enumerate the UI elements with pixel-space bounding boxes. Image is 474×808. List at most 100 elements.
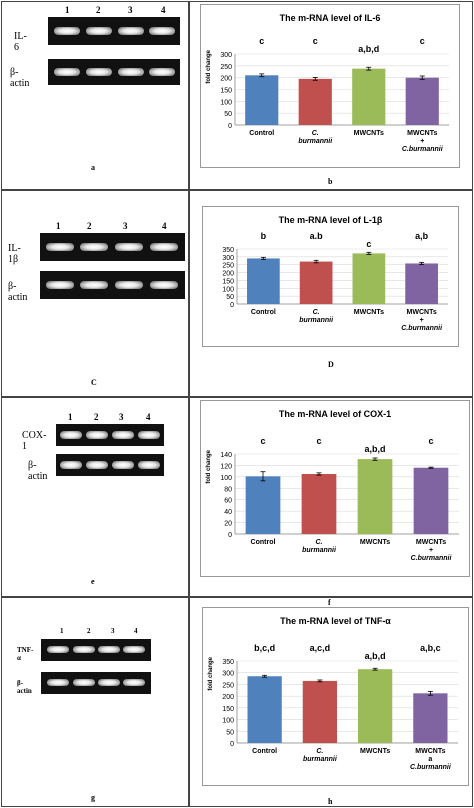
x-tick-label: + <box>420 317 424 324</box>
gel-band <box>60 431 82 439</box>
gel-band <box>123 679 145 686</box>
bar <box>245 476 281 534</box>
bar <box>352 253 386 304</box>
x-tick-label: burmannii <box>299 317 334 324</box>
significance-label: b <box>261 231 267 241</box>
chart-title: The m-RNA level of L-1β <box>279 215 383 225</box>
x-tick-label: MWCNTs <box>354 130 384 137</box>
y-tick-label: 100 <box>222 286 234 293</box>
x-tick-label: C.burmannii <box>411 555 453 562</box>
significance-label: b,c,d <box>254 643 275 653</box>
y-axis-label: fold change <box>208 656 214 690</box>
lane-number: 4 <box>162 221 167 231</box>
x-tick-label: Control <box>251 309 276 316</box>
gel-band <box>123 646 145 653</box>
bar <box>405 263 438 304</box>
significance-label: c <box>428 436 433 446</box>
gel-band <box>98 679 120 686</box>
gel-band <box>112 461 134 469</box>
y-tick-label: 200 <box>220 76 232 83</box>
y-tick-label: 0 <box>230 741 234 748</box>
bar <box>413 693 448 743</box>
y-tick-label: 350 <box>222 659 234 666</box>
lane-number: 3 <box>111 627 115 635</box>
significance-label: a,b,d <box>364 444 385 454</box>
gene-label: TNF-α <box>17 646 34 662</box>
significance-label: a,c,d <box>310 643 331 653</box>
gel-band <box>115 243 143 251</box>
significance-label: c <box>260 436 265 446</box>
x-tick-label: burmannii <box>298 138 333 145</box>
bar <box>302 680 338 743</box>
gel-strip-target <box>40 233 185 261</box>
lane-number: 4 <box>146 412 151 422</box>
panel-letter: h <box>328 797 333 806</box>
bar <box>352 68 386 125</box>
y-tick-label: 100 <box>222 718 234 725</box>
y-tick-label: 300 <box>222 671 234 678</box>
gel-band <box>80 243 108 251</box>
actin-label: β-actin <box>8 281 28 303</box>
gene-label: IL-6 <box>14 31 27 53</box>
lane-number: 1 <box>68 412 73 422</box>
significance-label: c <box>259 36 264 46</box>
gel-band <box>112 431 134 439</box>
x-tick-label: burmannii <box>303 756 338 763</box>
chart-svg: The m-RNA level of L-1β 05010015020025030… <box>222 215 448 332</box>
lane-number: 3 <box>119 412 124 422</box>
gel-band <box>86 27 112 35</box>
y-tick-label: 0 <box>228 532 232 539</box>
gel-band <box>118 27 144 35</box>
chart-il6: The m-RNA level of IL-6 fold change 0 50 100… <box>200 4 460 168</box>
gel-band <box>46 281 74 289</box>
x-tick-label: + <box>429 547 433 554</box>
x-tick-label: C.burmannii <box>402 146 444 153</box>
actin-label: β-actin <box>17 679 32 695</box>
y-tick-label: 350 <box>222 247 234 254</box>
gel-strip-actin <box>48 59 180 85</box>
y-axis-label: fold change <box>206 49 212 83</box>
chart-svg: The m-RNA level of COX-1 fold change 0 20 40… <box>206 409 459 562</box>
significance-label: a,b,d <box>365 651 386 661</box>
gel-panel-g <box>1 597 189 807</box>
y-tick-label: 200 <box>222 271 234 278</box>
lane-number: 1 <box>56 221 61 231</box>
x-tick-label: MWCNTs <box>360 748 390 755</box>
chart-cox1: The m-RNA level of COX-1 fold change 0 20 40… <box>200 400 470 577</box>
y-tick-label: 300 <box>222 255 234 262</box>
gel-band <box>46 243 74 251</box>
significance-label: a,b <box>415 231 429 241</box>
gel-band <box>98 646 120 653</box>
gel-strip-actin <box>56 454 164 476</box>
chart-svg: The m-RNA level of IL-6 fold change 0 50 100… <box>206 13 449 153</box>
lane-number: 3 <box>128 5 133 15</box>
significance-label: a.b <box>310 231 324 241</box>
y-tick-label: 300 <box>220 52 232 59</box>
x-tick-label: C. <box>313 309 320 316</box>
x-tick-label: MWCNTs <box>407 309 437 316</box>
x-tick-label: MWCNTs <box>416 539 446 546</box>
gel-band <box>47 646 69 653</box>
y-tick-label: 40 <box>224 509 232 516</box>
y-tick-label: 150 <box>222 278 234 285</box>
y-tick-label: 50 <box>226 729 234 736</box>
y-axis-label: fold change <box>206 449 212 483</box>
gel-band <box>138 461 160 469</box>
x-tick-label: C. <box>312 130 319 137</box>
bar <box>247 258 280 304</box>
chart-title: The m-RNA level of TNF-α <box>280 616 391 626</box>
y-tick-label: 250 <box>220 64 232 71</box>
gel-band <box>86 461 108 469</box>
gel-band <box>138 431 160 439</box>
bar <box>298 78 332 125</box>
chart-title: The m-RNA level of IL-6 <box>280 13 381 23</box>
x-tick-label: Control <box>251 539 276 546</box>
gel-band <box>149 27 175 35</box>
y-tick-label: 60 <box>224 498 232 505</box>
chart-svg: The m-RNA level of TNF-α fold change 0 50 10… <box>208 616 458 771</box>
x-tick-label: + <box>420 138 424 145</box>
gel-band <box>73 679 95 686</box>
panel-letter: a <box>91 163 95 172</box>
y-tick-label: 200 <box>222 694 234 701</box>
panel-letter: f <box>328 598 331 607</box>
